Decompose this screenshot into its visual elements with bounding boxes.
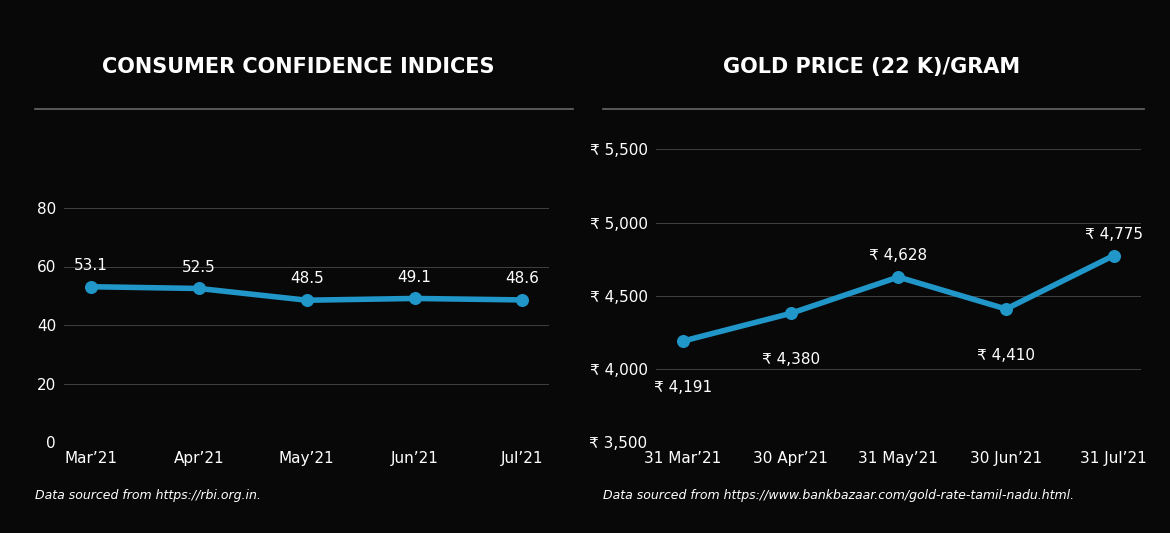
Point	[889, 273, 908, 281]
Point	[190, 284, 208, 293]
Text: 49.1: 49.1	[398, 270, 432, 285]
Text: CONSUMER CONFIDENCE INDICES: CONSUMER CONFIDENCE INDICES	[102, 56, 495, 77]
Text: 48.6: 48.6	[505, 271, 539, 286]
Text: 52.5: 52.5	[183, 260, 216, 274]
Text: 48.5: 48.5	[290, 271, 324, 286]
Text: Data sourced from https://rbi.org.in.: Data sourced from https://rbi.org.in.	[35, 489, 261, 502]
Text: ₹ 4,380: ₹ 4,380	[762, 352, 820, 367]
Point	[297, 296, 316, 304]
Point	[997, 305, 1016, 313]
Point	[82, 282, 101, 291]
Text: Data sourced from https://www.bankbazaar.com/gold-rate-tamil-nadu.html.: Data sourced from https://www.bankbazaar…	[603, 489, 1074, 502]
Text: 53.1: 53.1	[75, 258, 108, 273]
Point	[1104, 251, 1123, 260]
Point	[782, 309, 800, 318]
Point	[512, 296, 531, 304]
Text: ₹ 4,191: ₹ 4,191	[654, 380, 711, 395]
Text: GOLD PRICE (22 K)/GRAM: GOLD PRICE (22 K)/GRAM	[723, 56, 1020, 77]
Point	[674, 337, 693, 345]
Text: ₹ 4,628: ₹ 4,628	[869, 248, 928, 263]
Point	[405, 294, 424, 303]
Text: ₹ 4,410: ₹ 4,410	[977, 348, 1035, 363]
Text: ₹ 4,775: ₹ 4,775	[1085, 227, 1143, 241]
